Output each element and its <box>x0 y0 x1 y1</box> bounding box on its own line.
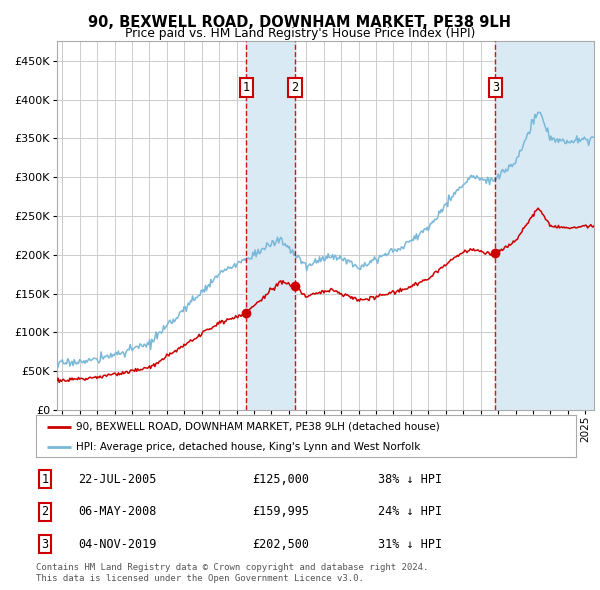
Text: 2: 2 <box>41 505 49 519</box>
Text: 1: 1 <box>242 81 250 94</box>
Text: 04-NOV-2019: 04-NOV-2019 <box>78 537 157 551</box>
Text: £202,500: £202,500 <box>252 537 309 551</box>
Text: HPI: Average price, detached house, King's Lynn and West Norfolk: HPI: Average price, detached house, King… <box>77 442 421 451</box>
Text: Price paid vs. HM Land Registry's House Price Index (HPI): Price paid vs. HM Land Registry's House … <box>125 27 475 40</box>
Text: Contains HM Land Registry data © Crown copyright and database right 2024.
This d: Contains HM Land Registry data © Crown c… <box>36 563 428 583</box>
Text: 38% ↓ HPI: 38% ↓ HPI <box>378 473 442 486</box>
Text: £125,000: £125,000 <box>252 473 309 486</box>
Text: 3: 3 <box>492 81 499 94</box>
Text: 2: 2 <box>292 81 299 94</box>
Text: 31% ↓ HPI: 31% ↓ HPI <box>378 537 442 551</box>
Text: £159,995: £159,995 <box>252 505 309 519</box>
Text: 24% ↓ HPI: 24% ↓ HPI <box>378 505 442 519</box>
Text: 3: 3 <box>41 537 49 551</box>
Bar <box>246 41 295 410</box>
Text: 22-JUL-2005: 22-JUL-2005 <box>78 473 157 486</box>
Text: 1: 1 <box>41 473 49 486</box>
Text: 06-MAY-2008: 06-MAY-2008 <box>78 505 157 519</box>
Text: 90, BEXWELL ROAD, DOWNHAM MARKET, PE38 9LH (detached house): 90, BEXWELL ROAD, DOWNHAM MARKET, PE38 9… <box>77 422 440 432</box>
Bar <box>496 41 594 410</box>
Text: 90, BEXWELL ROAD, DOWNHAM MARKET, PE38 9LH: 90, BEXWELL ROAD, DOWNHAM MARKET, PE38 9… <box>89 15 511 30</box>
